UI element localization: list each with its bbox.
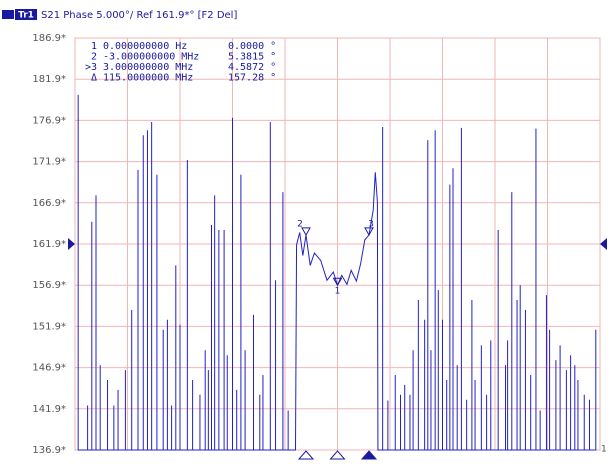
reference-arrow bbox=[600, 238, 607, 250]
trace-label: Tr1 bbox=[18, 11, 34, 21]
marker-symbol bbox=[301, 227, 311, 236]
marker-label: 2 bbox=[297, 219, 303, 229]
marker-symbol bbox=[332, 277, 343, 287]
chart-title: S21 Phase 5.000°/ Ref 161.9*° [F2 Del] bbox=[41, 10, 237, 21]
marker-tab bbox=[329, 450, 346, 460]
marker-readout: Δ bbox=[91, 73, 97, 84]
marker-symbol bbox=[364, 227, 374, 236]
marker-tab bbox=[360, 450, 378, 460]
marker-readout: -3.000000000 MHz bbox=[103, 52, 199, 63]
marker-readout: 5.3815 ° bbox=[228, 52, 276, 63]
marker-readout: 3.000000000 MHz bbox=[103, 62, 193, 73]
marker-readout: 4.5872 ° bbox=[228, 62, 276, 73]
y-tick-label: 176.9* bbox=[32, 115, 66, 126]
y-tick-label: 146.9* bbox=[32, 363, 66, 374]
y-tick-label: 186.9* bbox=[32, 33, 66, 44]
marker-label: 3 bbox=[368, 219, 374, 229]
trace-line bbox=[77, 94, 597, 451]
marker-readout: 2 bbox=[91, 52, 97, 63]
y-tick-label: 166.9* bbox=[32, 198, 66, 209]
marker-readout: 157.28 ° bbox=[228, 73, 276, 84]
trace-arrow-box bbox=[2, 10, 14, 19]
marker-readout: 1 bbox=[91, 41, 97, 52]
y-tick-label: 156.9* bbox=[32, 280, 66, 291]
y-tick-label: 151.9* bbox=[32, 321, 66, 332]
marker-readout: >3 bbox=[85, 62, 97, 73]
y-tick-label: 136.9* bbox=[32, 445, 66, 456]
marker-readout: 115.0000000 MHz bbox=[103, 73, 193, 84]
trace-badge bbox=[15, 9, 37, 20]
reference-arrow bbox=[68, 238, 75, 250]
y-tick-label: 181.9* bbox=[32, 74, 66, 85]
marker-readout: 0.0000 ° bbox=[228, 41, 276, 52]
marker-tab bbox=[297, 450, 315, 460]
marker-label: 1 bbox=[335, 287, 341, 297]
channel-label: 1 bbox=[601, 445, 607, 455]
y-tick-label: 171.9* bbox=[32, 157, 66, 168]
y-tick-label: 161.9* bbox=[32, 239, 66, 250]
y-tick-label: 141.9* bbox=[32, 404, 66, 415]
marker-readout: 0.000000000 Hz bbox=[103, 41, 187, 52]
